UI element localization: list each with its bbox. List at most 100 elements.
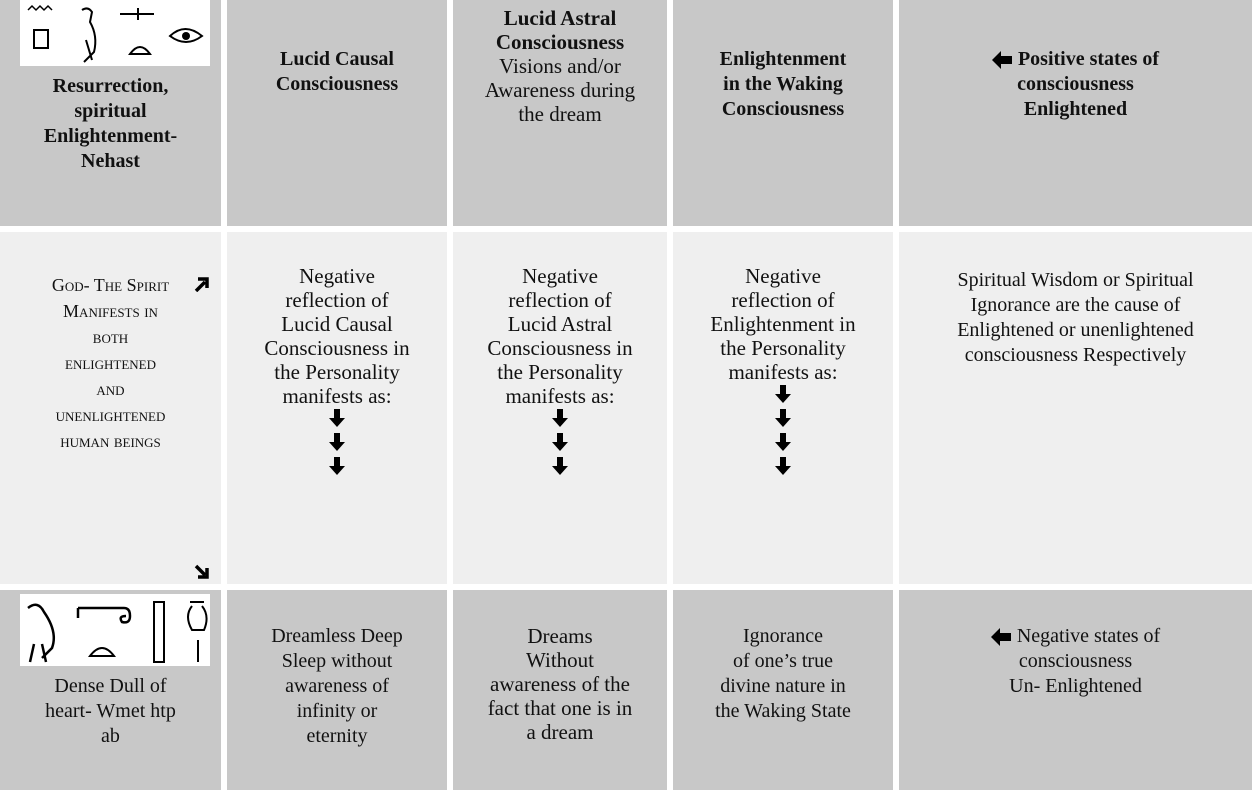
cell-line: Enlightened or unenlightened xyxy=(957,319,1194,341)
down-arrows xyxy=(328,408,346,480)
cell-line: consciousness Respectively xyxy=(964,344,1187,366)
cell-line: Consciousness xyxy=(275,73,399,95)
cell-line: Manifests in xyxy=(63,301,158,321)
down-arrow-icon xyxy=(775,385,791,403)
cell-line: spiritual xyxy=(74,100,147,122)
table-cell: Dreamless Deep Sleep without awareness o… xyxy=(227,590,447,790)
left-arrow-icon xyxy=(990,627,1011,646)
cell-line: consciousness xyxy=(1018,650,1133,672)
cell-line: Dreamless Deep xyxy=(271,625,403,647)
down-arrow-icon xyxy=(329,409,345,427)
cell-line: enlightened xyxy=(65,353,156,373)
cell-line: in the Waking xyxy=(723,73,843,95)
cell-line: reflection of xyxy=(285,288,389,312)
cell-line: Dense Dull of xyxy=(54,675,167,697)
down-arrow-icon xyxy=(552,457,568,475)
cell-line: human beings xyxy=(60,431,161,451)
cell-line: divine nature in xyxy=(720,675,846,697)
cell-line: the Personality xyxy=(720,336,846,360)
down-arrow-icon xyxy=(552,409,568,427)
cell-line: a dream xyxy=(526,720,594,744)
cell-line: Enlightened xyxy=(1023,98,1128,120)
cell-line: Nehast xyxy=(81,150,140,172)
cell-line: Negative states of xyxy=(1016,625,1161,647)
table-cell: Positive states of consciousness Enlight… xyxy=(899,0,1252,226)
cell-row: Positive states of xyxy=(991,47,1160,72)
down-arrow-icon xyxy=(329,457,345,475)
cell-line: Enlightenment xyxy=(719,48,847,70)
cell-line: Lucid Causal xyxy=(281,312,393,336)
table-cell: Negative reflection of Enlightenment in … xyxy=(673,232,893,584)
cell-line: Resurrection, xyxy=(52,75,169,97)
cell-line: Un- Enlightened xyxy=(1009,675,1142,697)
table-cell: God- The Spirit Manifests in both enligh… xyxy=(0,232,221,584)
hieroglyph xyxy=(20,0,210,66)
cell-line: Sleep without xyxy=(281,650,393,672)
down-arrow-icon xyxy=(775,433,791,451)
cell-row: Negative states of xyxy=(990,624,1161,649)
table-cell: Ignorance of one’s true divine nature in… xyxy=(673,590,893,790)
cell-line: both xyxy=(92,327,129,347)
cell-line: awareness of xyxy=(285,675,389,697)
cell-line: Enlightenment- xyxy=(43,125,178,147)
cell-line: unenlightened xyxy=(55,405,166,425)
cell-line: Spiritual Wisdom or Spiritual xyxy=(957,269,1194,291)
cell-line: heart- Wmet htp xyxy=(45,700,176,722)
cell-line: manifests as: xyxy=(282,384,392,408)
cell-line: ab xyxy=(101,725,120,747)
down-arrow-icon xyxy=(329,433,345,451)
table-cell: Spiritual Wisdom or Spiritual Ignorance … xyxy=(899,232,1252,584)
down-arrow-icon xyxy=(775,409,791,427)
table-cell: Negative reflection of Lucid Causal Cons… xyxy=(227,232,447,584)
cell-line: fact that one is in xyxy=(487,696,633,720)
cell-line: Consciousness xyxy=(495,30,625,54)
cell-line: Ignorance are the cause of xyxy=(970,294,1181,316)
cell-line: manifests as: xyxy=(728,360,838,384)
cell-line: manifests as: xyxy=(505,384,615,408)
cell-line: the Personality xyxy=(274,360,400,384)
table-cell: Dreams Without awareness of the fact tha… xyxy=(453,590,667,790)
cell-line: reflection of xyxy=(508,288,612,312)
table-cell: Lucid Causal Consciousness xyxy=(227,0,447,226)
cell-line: God- The Spirit xyxy=(51,275,170,295)
cell-line: the Waking State xyxy=(715,700,851,722)
cell-line: Awareness during xyxy=(484,78,636,102)
left-arrow-icon xyxy=(991,50,1012,69)
table-cell: Dense Dull of heart- Wmet htp ab xyxy=(0,590,221,790)
down-arrows xyxy=(774,384,792,480)
cell-line: eternity xyxy=(306,725,368,747)
cell-line: reflection of xyxy=(731,288,835,312)
cell-line: the Personality xyxy=(497,360,623,384)
down-arrows xyxy=(551,408,569,480)
cell-line: Lucid Astral xyxy=(507,312,613,336)
cell-line: infinity or xyxy=(296,700,378,722)
cell-line: Consciousness xyxy=(721,98,845,120)
cell-line: Negative xyxy=(522,264,598,288)
cell-line: Lucid Causal xyxy=(280,48,394,70)
cell-line: the dream xyxy=(518,102,602,126)
table-cell: Lucid Astral Consciousness Visions and/o… xyxy=(453,0,667,226)
cell-line: consciousness xyxy=(1017,73,1134,95)
cell-line: Visions and/or xyxy=(499,54,621,78)
cell-line: Consciousness in xyxy=(487,336,633,360)
cell-line: Ignorance xyxy=(743,625,823,647)
table-cell: Negative reflection of Lucid Astral Cons… xyxy=(453,232,667,584)
hieroglyph xyxy=(20,594,210,666)
down-arrow-icon xyxy=(775,457,791,475)
table-cell: Enlightenment in the Waking Consciousnes… xyxy=(673,0,893,226)
table-cell: Negative states of consciousness Un- Enl… xyxy=(899,590,1252,790)
cell-line: Consciousness in xyxy=(264,336,410,360)
cell-line: and xyxy=(96,379,125,399)
cell-line: Lucid Astral xyxy=(503,6,617,30)
cell-line: Without xyxy=(526,648,594,672)
cell-line: Enlightenment in xyxy=(710,312,856,336)
table-cell: Resurrection, spiritual Enlightenment- N… xyxy=(0,0,221,226)
cell-line: of one’s true xyxy=(733,650,833,672)
cell-line: Negative xyxy=(299,264,375,288)
diagonal-arrow-icon xyxy=(194,277,209,292)
cell-line: Negative xyxy=(745,264,821,288)
cell-line: Positive states of xyxy=(1017,48,1160,70)
down-arrow-icon xyxy=(552,433,568,451)
cell-line: Dreams xyxy=(527,624,593,648)
